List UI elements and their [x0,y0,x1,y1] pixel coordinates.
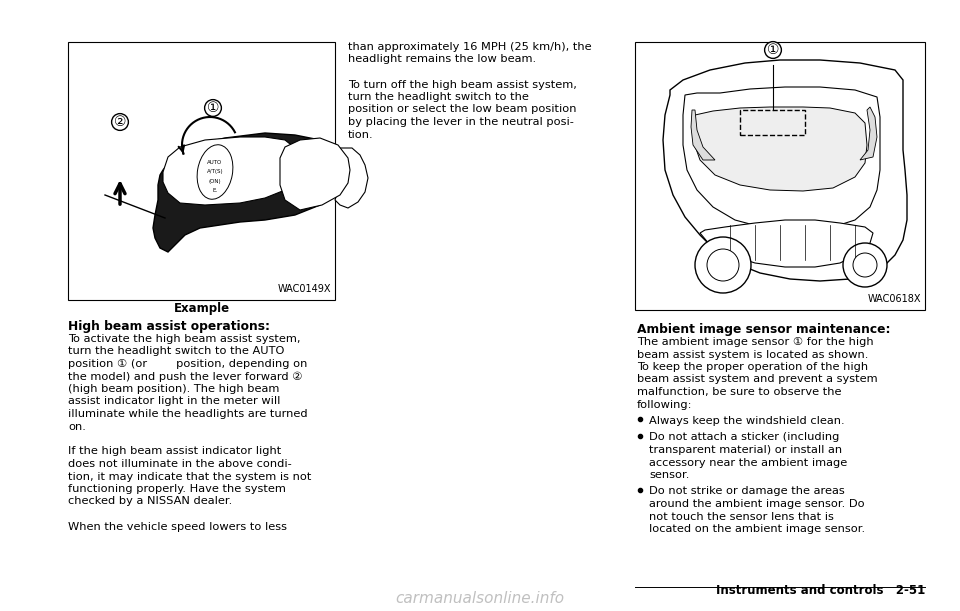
Text: functioning properly. Have the system: functioning properly. Have the system [68,484,286,494]
Text: ①: ① [206,101,219,115]
Text: Ambient image sensor maintenance:: Ambient image sensor maintenance: [637,323,891,336]
Polygon shape [691,110,715,160]
Polygon shape [163,137,298,205]
Bar [740,110,805,135]
Text: ①: ① [767,43,780,57]
Text: To activate the high beam assist system,: To activate the high beam assist system, [68,334,300,344]
Text: sensor.: sensor. [649,470,689,480]
Text: To turn off the high beam assist system,: To turn off the high beam assist system, [348,79,577,89]
Text: tion, it may indicate that the system is not: tion, it may indicate that the system is… [68,472,311,481]
Text: A/T(S): A/T(S) [206,169,224,175]
Text: on.: on. [68,422,85,431]
Text: tion.: tion. [348,130,373,139]
Text: headlight remains the low beam.: headlight remains the low beam. [348,54,536,65]
Circle shape [853,253,877,277]
Text: Example: Example [174,302,229,315]
Text: accessory near the ambient image: accessory near the ambient image [649,458,848,467]
Text: turn the headlight switch to the AUTO: turn the headlight switch to the AUTO [68,346,284,356]
Polygon shape [700,220,873,267]
Text: assist indicator light in the meter will: assist indicator light in the meter will [68,397,280,406]
Text: illuminate while the headlights are turned: illuminate while the headlights are turn… [68,409,307,419]
Polygon shape [683,87,880,231]
Polygon shape [663,60,907,281]
Polygon shape [860,107,877,160]
Text: by placing the lever in the neutral posi-: by placing the lever in the neutral posi… [348,117,574,127]
Text: Do not attach a sticker (including: Do not attach a sticker (including [649,433,839,442]
Text: (ON): (ON) [208,178,222,183]
Polygon shape [153,133,345,252]
Circle shape [695,237,751,293]
Text: When the vehicle speed lowers to less: When the vehicle speed lowers to less [68,522,287,532]
Text: malfunction, be sure to observe the: malfunction, be sure to observe the [637,387,842,397]
Text: ②: ② [113,115,127,129]
Text: following:: following: [637,400,692,409]
Text: AUTO: AUTO [207,161,223,166]
Text: E.: E. [212,188,218,192]
Text: position or select the low beam position: position or select the low beam position [348,104,577,114]
Text: than approximately 16 MPH (25 km/h), the: than approximately 16 MPH (25 km/h), the [348,42,591,52]
Text: Always keep the windshield clean.: Always keep the windshield clean. [649,416,845,426]
Polygon shape [280,138,350,210]
Text: located on the ambient image sensor.: located on the ambient image sensor. [649,524,865,534]
Text: beam assist system is located as shown.: beam assist system is located as shown. [637,349,869,359]
Text: around the ambient image sensor. Do: around the ambient image sensor. Do [649,499,865,509]
Text: WAC0149X: WAC0149X [277,284,331,294]
Bar [635,42,925,310]
Text: position ① (or        position, depending on: position ① (or position, depending on [68,359,307,369]
Bar [68,42,335,300]
Text: checked by a NISSAN dealer.: checked by a NISSAN dealer. [68,497,232,507]
Text: WAC0618X: WAC0618X [868,294,921,304]
Text: High beam assist operations:: High beam assist operations: [68,320,270,333]
Text: If the high beam assist indicator light: If the high beam assist indicator light [68,447,281,456]
Circle shape [843,243,887,287]
Text: carmanualsonline.info: carmanualsonline.info [396,591,564,606]
Ellipse shape [197,145,233,199]
Text: beam assist system and prevent a system: beam assist system and prevent a system [637,375,877,384]
Polygon shape [693,107,867,191]
Text: does not illuminate in the above condi-: does not illuminate in the above condi- [68,459,292,469]
Circle shape [707,249,739,281]
Text: The ambient image sensor ① for the high: The ambient image sensor ① for the high [637,337,874,347]
Text: To keep the proper operation of the high: To keep the proper operation of the high [637,362,868,372]
Text: turn the headlight switch to the: turn the headlight switch to the [348,92,529,102]
Text: Instruments and controls   2-51: Instruments and controls 2-51 [716,584,925,597]
Text: the model) and push the lever forward ②: the model) and push the lever forward ② [68,371,302,382]
Polygon shape [335,148,368,208]
Text: not touch the sensor lens that is: not touch the sensor lens that is [649,511,834,522]
Text: Do not strike or damage the areas: Do not strike or damage the areas [649,486,845,497]
Text: (high beam position). The high beam: (high beam position). The high beam [68,384,279,394]
Text: transparent material) or install an: transparent material) or install an [649,445,842,455]
